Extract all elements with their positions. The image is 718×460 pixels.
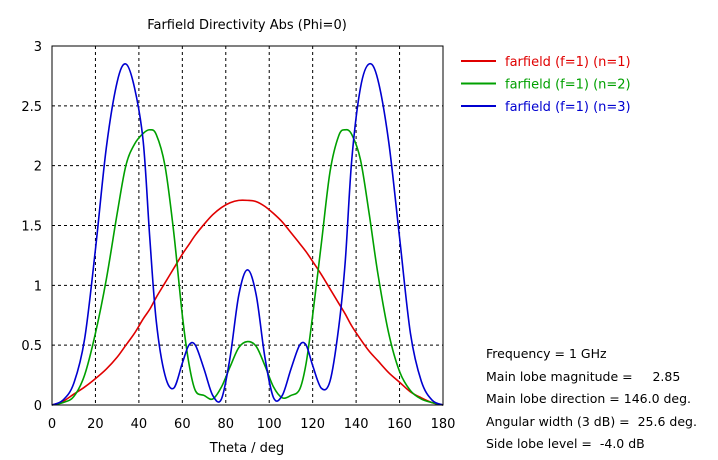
- info-row-side-lobe-level: Side lobe level = -4.0 dB: [486, 433, 714, 456]
- results-info-block: Frequency = 1 GHz Main lobe magnitude = …: [486, 343, 714, 456]
- legend-label-n1: farfield (f=1) (n=1): [505, 55, 631, 70]
- y-tick-label: 2: [34, 160, 42, 175]
- info-angular-width-label: Angular width (3 dB) =: [486, 413, 630, 429]
- y-axis-ticks: 0 0.5 1 1.5 2 2.5 3: [21, 40, 42, 414]
- info-angular-width-value: 25.6 deg.: [629, 413, 697, 429]
- info-row-main-lobe-magnitude: Main lobe magnitude = 2.85: [486, 366, 714, 389]
- y-tick-label: 2.5: [21, 100, 42, 115]
- y-tick-label: 0: [34, 399, 42, 414]
- legend: farfield (f=1) (n=1) farfield (f=1) (n=2)…: [461, 55, 631, 115]
- series-lines: [51, 62, 444, 406]
- x-tick-label: 100: [257, 417, 282, 432]
- x-axis-ticks: 0 20 40 60 80 100 120 140 160 180: [48, 417, 456, 432]
- y-tick-label: 1.5: [21, 220, 42, 235]
- x-tick-label: 0: [48, 417, 56, 432]
- info-row-angular-width: Angular width (3 dB) = 25.6 deg.: [486, 411, 714, 434]
- info-main-lobe-magnitude-value: 2.85: [632, 368, 681, 384]
- x-tick-label: 140: [344, 417, 369, 432]
- x-tick-label: 160: [387, 417, 412, 432]
- plot-frame: [51, 45, 444, 406]
- info-frequency-label: Frequency = 1 GHz: [486, 346, 607, 361]
- series-line-n3: [51, 62, 444, 406]
- chart-title: Farfield Directivity Abs (Phi=0): [147, 18, 347, 33]
- y-tick-label: 1: [34, 279, 42, 294]
- grid: [52, 46, 443, 405]
- series-line-n1: [51, 199, 444, 406]
- info-main-lobe-direction-label: Main lobe direction =: [486, 391, 620, 406]
- info-main-lobe-direction-value: 146.0 deg.: [619, 391, 692, 406]
- x-tick-label: 60: [174, 417, 191, 432]
- x-tick-label: 20: [87, 417, 104, 432]
- series-line-n2: [51, 128, 444, 406]
- x-tick-label: 120: [300, 417, 325, 432]
- info-row-main-lobe-direction: Main lobe direction = 146.0 deg.: [486, 388, 714, 411]
- x-tick-label: 180: [431, 417, 456, 432]
- info-side-lobe-level-value: -4.0 dB: [591, 436, 645, 451]
- y-tick-label: 0.5: [21, 339, 42, 354]
- y-tick-label: 3: [34, 40, 42, 55]
- legend-label-n3: farfield (f=1) (n=3): [505, 100, 631, 115]
- info-side-lobe-level-label: Side lobe level =: [486, 436, 592, 451]
- info-row-frequency: Frequency = 1 GHz: [486, 343, 714, 366]
- legend-label-n2: farfield (f=1) (n=2): [505, 78, 631, 93]
- info-main-lobe-magnitude-label: Main lobe magnitude =: [486, 368, 633, 384]
- x-axis-label: Theta / deg: [209, 441, 284, 456]
- x-tick-label: 40: [131, 417, 148, 432]
- x-tick-label: 80: [218, 417, 235, 432]
